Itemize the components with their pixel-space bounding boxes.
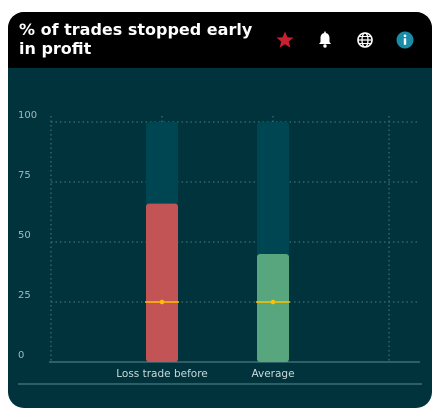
chart-card: % of trades stopped early in profit xyxy=(8,12,432,408)
bar xyxy=(257,254,289,362)
y-tick-label: 25 xyxy=(18,290,31,301)
bar-chart: 0 25 50 75 100 Loss trade before Average xyxy=(18,110,422,385)
y-tick-label: 50 xyxy=(18,230,31,241)
bar xyxy=(146,203,178,362)
bell-icon[interactable] xyxy=(315,30,335,50)
x-tick-label: Average xyxy=(251,368,294,380)
chart-title: % of trades stopped early in profit xyxy=(19,20,253,58)
card-header: % of trades stopped early in profit xyxy=(8,12,432,68)
y-tick-label: 0 xyxy=(18,350,24,361)
info-icon[interactable] xyxy=(395,30,415,50)
y-tick-label: 75 xyxy=(18,170,31,181)
x-tick-label: Loss trade before xyxy=(116,368,208,380)
reference-marker-dot xyxy=(159,299,165,305)
globe-icon[interactable] xyxy=(355,30,375,50)
y-tick-label: 100 xyxy=(18,110,37,121)
reference-marker-dot xyxy=(270,299,276,305)
star-icon[interactable] xyxy=(275,30,295,50)
